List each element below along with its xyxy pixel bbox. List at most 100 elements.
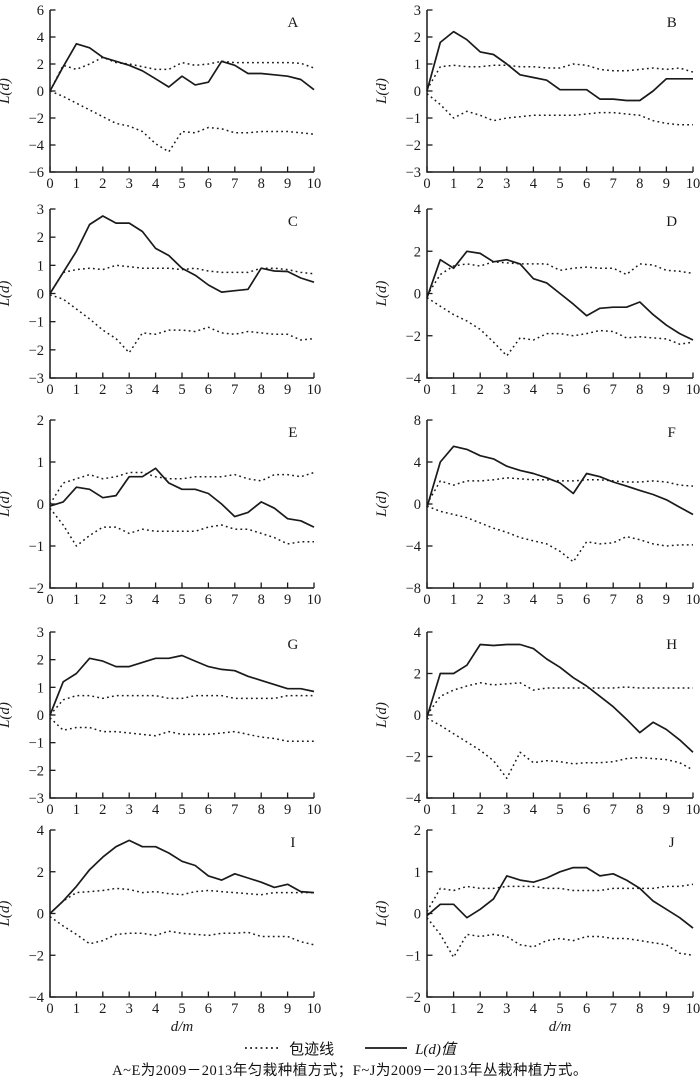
x-tick-label: 7 xyxy=(610,592,617,608)
y-tick-label: −2 xyxy=(29,111,44,127)
envelope-upper-line xyxy=(49,694,314,716)
x-tick-label: 3 xyxy=(503,802,510,815)
y-tick-label: 2 xyxy=(37,57,44,73)
x-tick-label: 7 xyxy=(610,176,617,192)
x-tick-label: 4 xyxy=(530,802,538,815)
x-tick-label: 6 xyxy=(205,1001,212,1017)
figure-caption: A~E为2009－2013年匀栽种植方式；F~J为2009－2013年丛栽种植方… xyxy=(112,1063,588,1079)
chart-I: −4 −2 0 2 4 0 1 2 3 4 5 6 7 8 9 10 L(d) d/m I xyxy=(0,823,321,1035)
y-tick-label: 4 xyxy=(37,30,45,46)
x-tick-label: 8 xyxy=(258,592,265,608)
x-tick-label: 8 xyxy=(258,176,265,192)
y-tick-label: 0 xyxy=(37,708,44,724)
y-tick-label: 4 xyxy=(37,823,45,839)
y-axis-label: L(d) xyxy=(0,281,13,308)
x-tick-label: 10 xyxy=(307,176,322,192)
x-tick-label: 0 xyxy=(423,1001,430,1017)
x-tick-label: 6 xyxy=(205,382,212,398)
x-tick-label: 10 xyxy=(686,382,700,398)
panel-I: −4 −2 0 2 4 0 1 2 3 4 5 6 7 8 9 10 L(d) d/m I xyxy=(0,815,350,1038)
x-tick-label: 5 xyxy=(556,592,563,608)
y-tick-label: −2 xyxy=(29,343,44,359)
x-tick-label: 4 xyxy=(152,592,160,608)
x-tick-label: 9 xyxy=(663,802,670,815)
panel-B: −3 −2 −1 0 1 2 3 0 1 2 3 4 5 6 7 8 9 10 L(d) B xyxy=(350,0,700,195)
x-tick-label: 10 xyxy=(686,1001,700,1017)
panel-letter-G: G xyxy=(287,637,298,653)
envelope-lower-line xyxy=(49,915,315,946)
panel-C: −3 −2 −1 0 1 2 3 0 1 2 3 4 5 6 7 8 9 10 L(d) C xyxy=(0,195,350,400)
chart-A: −6 −4 −2 0 2 4 6 0 1 2 3 4 5 6 7 8 9 10 L(d) A xyxy=(0,3,322,192)
x-tick-label: 8 xyxy=(636,1001,643,1017)
x-tick-label: 4 xyxy=(152,176,160,192)
ld-value-line xyxy=(49,215,315,294)
solid-line-swatch xyxy=(365,1047,408,1049)
y-axis-label: L(d) xyxy=(0,78,13,105)
axes-C: −3 −2 −1 0 1 2 3 0 1 2 3 4 5 6 7 8 9 10 xyxy=(29,202,322,398)
chart-C: −3 −2 −1 0 1 2 3 0 1 2 3 4 5 6 7 8 9 10 L(d) C xyxy=(0,202,322,398)
y-tick-label: −2 xyxy=(29,948,44,964)
x-tick-label: 3 xyxy=(126,802,133,815)
panel-A: −6 −4 −2 0 2 4 6 0 1 2 3 4 5 6 7 8 9 10 L(d) A xyxy=(0,0,350,195)
x-tick-label: 6 xyxy=(205,802,212,815)
x-tick-label: 1 xyxy=(73,382,80,398)
y-tick-label: −4 xyxy=(406,371,422,387)
x-tick-label: 2 xyxy=(477,1001,484,1017)
y-axis-label: L(d) xyxy=(374,702,390,729)
ld-value-line xyxy=(426,250,694,341)
x-tick-label: 5 xyxy=(178,802,185,815)
x-tick-label: 3 xyxy=(503,382,510,398)
y-axis-label: L(d) xyxy=(374,491,390,518)
y-tick-label: 0 xyxy=(37,907,44,923)
x-tick-label: 10 xyxy=(307,382,322,398)
x-tick-label: 0 xyxy=(423,592,430,608)
envelope-lower-line xyxy=(49,507,314,547)
x-tick-label: 9 xyxy=(284,382,291,398)
x-tick-label: 8 xyxy=(636,592,643,608)
x-tick-label: 8 xyxy=(258,802,265,815)
y-axis-label: L(d) xyxy=(374,78,390,105)
y-tick-label: 2 xyxy=(37,653,44,669)
y-tick-label: 4 xyxy=(414,202,422,218)
x-tick-label: 9 xyxy=(284,1001,291,1017)
ld-value-line xyxy=(49,839,315,915)
x-tick-label: 8 xyxy=(636,382,643,398)
x-tick-label: 9 xyxy=(284,592,291,608)
y-tick-label: −1 xyxy=(29,539,44,555)
envelope-lower-line xyxy=(426,297,694,357)
panel-letter-J: J xyxy=(669,835,675,851)
y-tick-label: −2 xyxy=(406,990,421,1006)
y-tick-label: 1 xyxy=(37,680,44,696)
legend-label-envelope: 包迹线 xyxy=(289,1041,335,1058)
y-tick-label: 3 xyxy=(37,202,44,218)
x-tick-label: 3 xyxy=(126,176,133,192)
y-tick-label: 2 xyxy=(414,244,421,260)
x-tick-label: 5 xyxy=(556,802,563,815)
envelope-upper-line xyxy=(49,887,314,915)
y-tick-label: 2 xyxy=(37,865,44,881)
y-tick-label: 0 xyxy=(414,497,421,513)
x-tick-label: 7 xyxy=(610,382,617,398)
envelope-upper-line xyxy=(49,264,315,294)
x-tick-label: 9 xyxy=(663,592,670,608)
x-tick-label: 1 xyxy=(73,592,80,608)
x-tick-label: 3 xyxy=(126,382,133,398)
envelope-upper-line xyxy=(426,63,694,91)
axes-F: −8 −4 0 4 8 0 1 2 3 4 5 6 7 8 9 10 xyxy=(406,413,700,608)
y-tick-label: 1 xyxy=(37,455,44,471)
y-axis-label: L(d) xyxy=(0,702,13,729)
y-tick-label: −1 xyxy=(406,111,421,127)
envelope-upper-line xyxy=(426,477,694,505)
y-tick-label: 6 xyxy=(37,3,44,19)
x-tick-label: 3 xyxy=(126,592,133,608)
legend-item-ld-value: L(d)值 xyxy=(364,1038,456,1059)
x-tick-label: 9 xyxy=(284,176,291,192)
ld-value-line xyxy=(49,42,315,92)
y-tick-label: −4 xyxy=(29,138,45,154)
x-tick-label: 0 xyxy=(46,592,53,608)
x-tick-label: 3 xyxy=(126,1001,133,1017)
x-tick-label: 4 xyxy=(530,382,538,398)
x-tick-label: 7 xyxy=(231,176,238,192)
x-tick-label: 3 xyxy=(503,1001,510,1017)
